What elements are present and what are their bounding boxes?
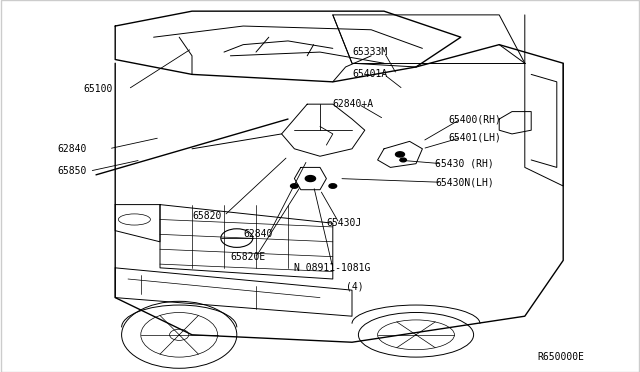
- Circle shape: [305, 176, 316, 182]
- Text: N 08911-1081G: N 08911-1081G: [294, 263, 371, 273]
- Text: 65401(LH): 65401(LH): [448, 133, 501, 142]
- Text: R650000E: R650000E: [538, 352, 584, 362]
- Text: 65401A: 65401A: [352, 70, 387, 79]
- Circle shape: [396, 152, 404, 157]
- Text: 65400(RH): 65400(RH): [448, 114, 501, 124]
- Text: 65820E: 65820E: [230, 252, 266, 262]
- Text: 65333M: 65333M: [352, 47, 387, 57]
- Text: 65430 (RH): 65430 (RH): [435, 159, 494, 169]
- Text: 62840: 62840: [243, 230, 273, 239]
- Text: 65100: 65100: [83, 84, 113, 94]
- Circle shape: [400, 158, 406, 162]
- Text: 65430J: 65430J: [326, 218, 362, 228]
- Text: 65820: 65820: [192, 211, 221, 221]
- Text: (4): (4): [346, 282, 364, 291]
- Text: 62840+A: 62840+A: [333, 99, 374, 109]
- Text: 65850: 65850: [58, 166, 87, 176]
- Circle shape: [291, 184, 298, 188]
- Text: 65430N(LH): 65430N(LH): [435, 177, 494, 187]
- Circle shape: [329, 184, 337, 188]
- Text: 62840: 62840: [58, 144, 87, 154]
